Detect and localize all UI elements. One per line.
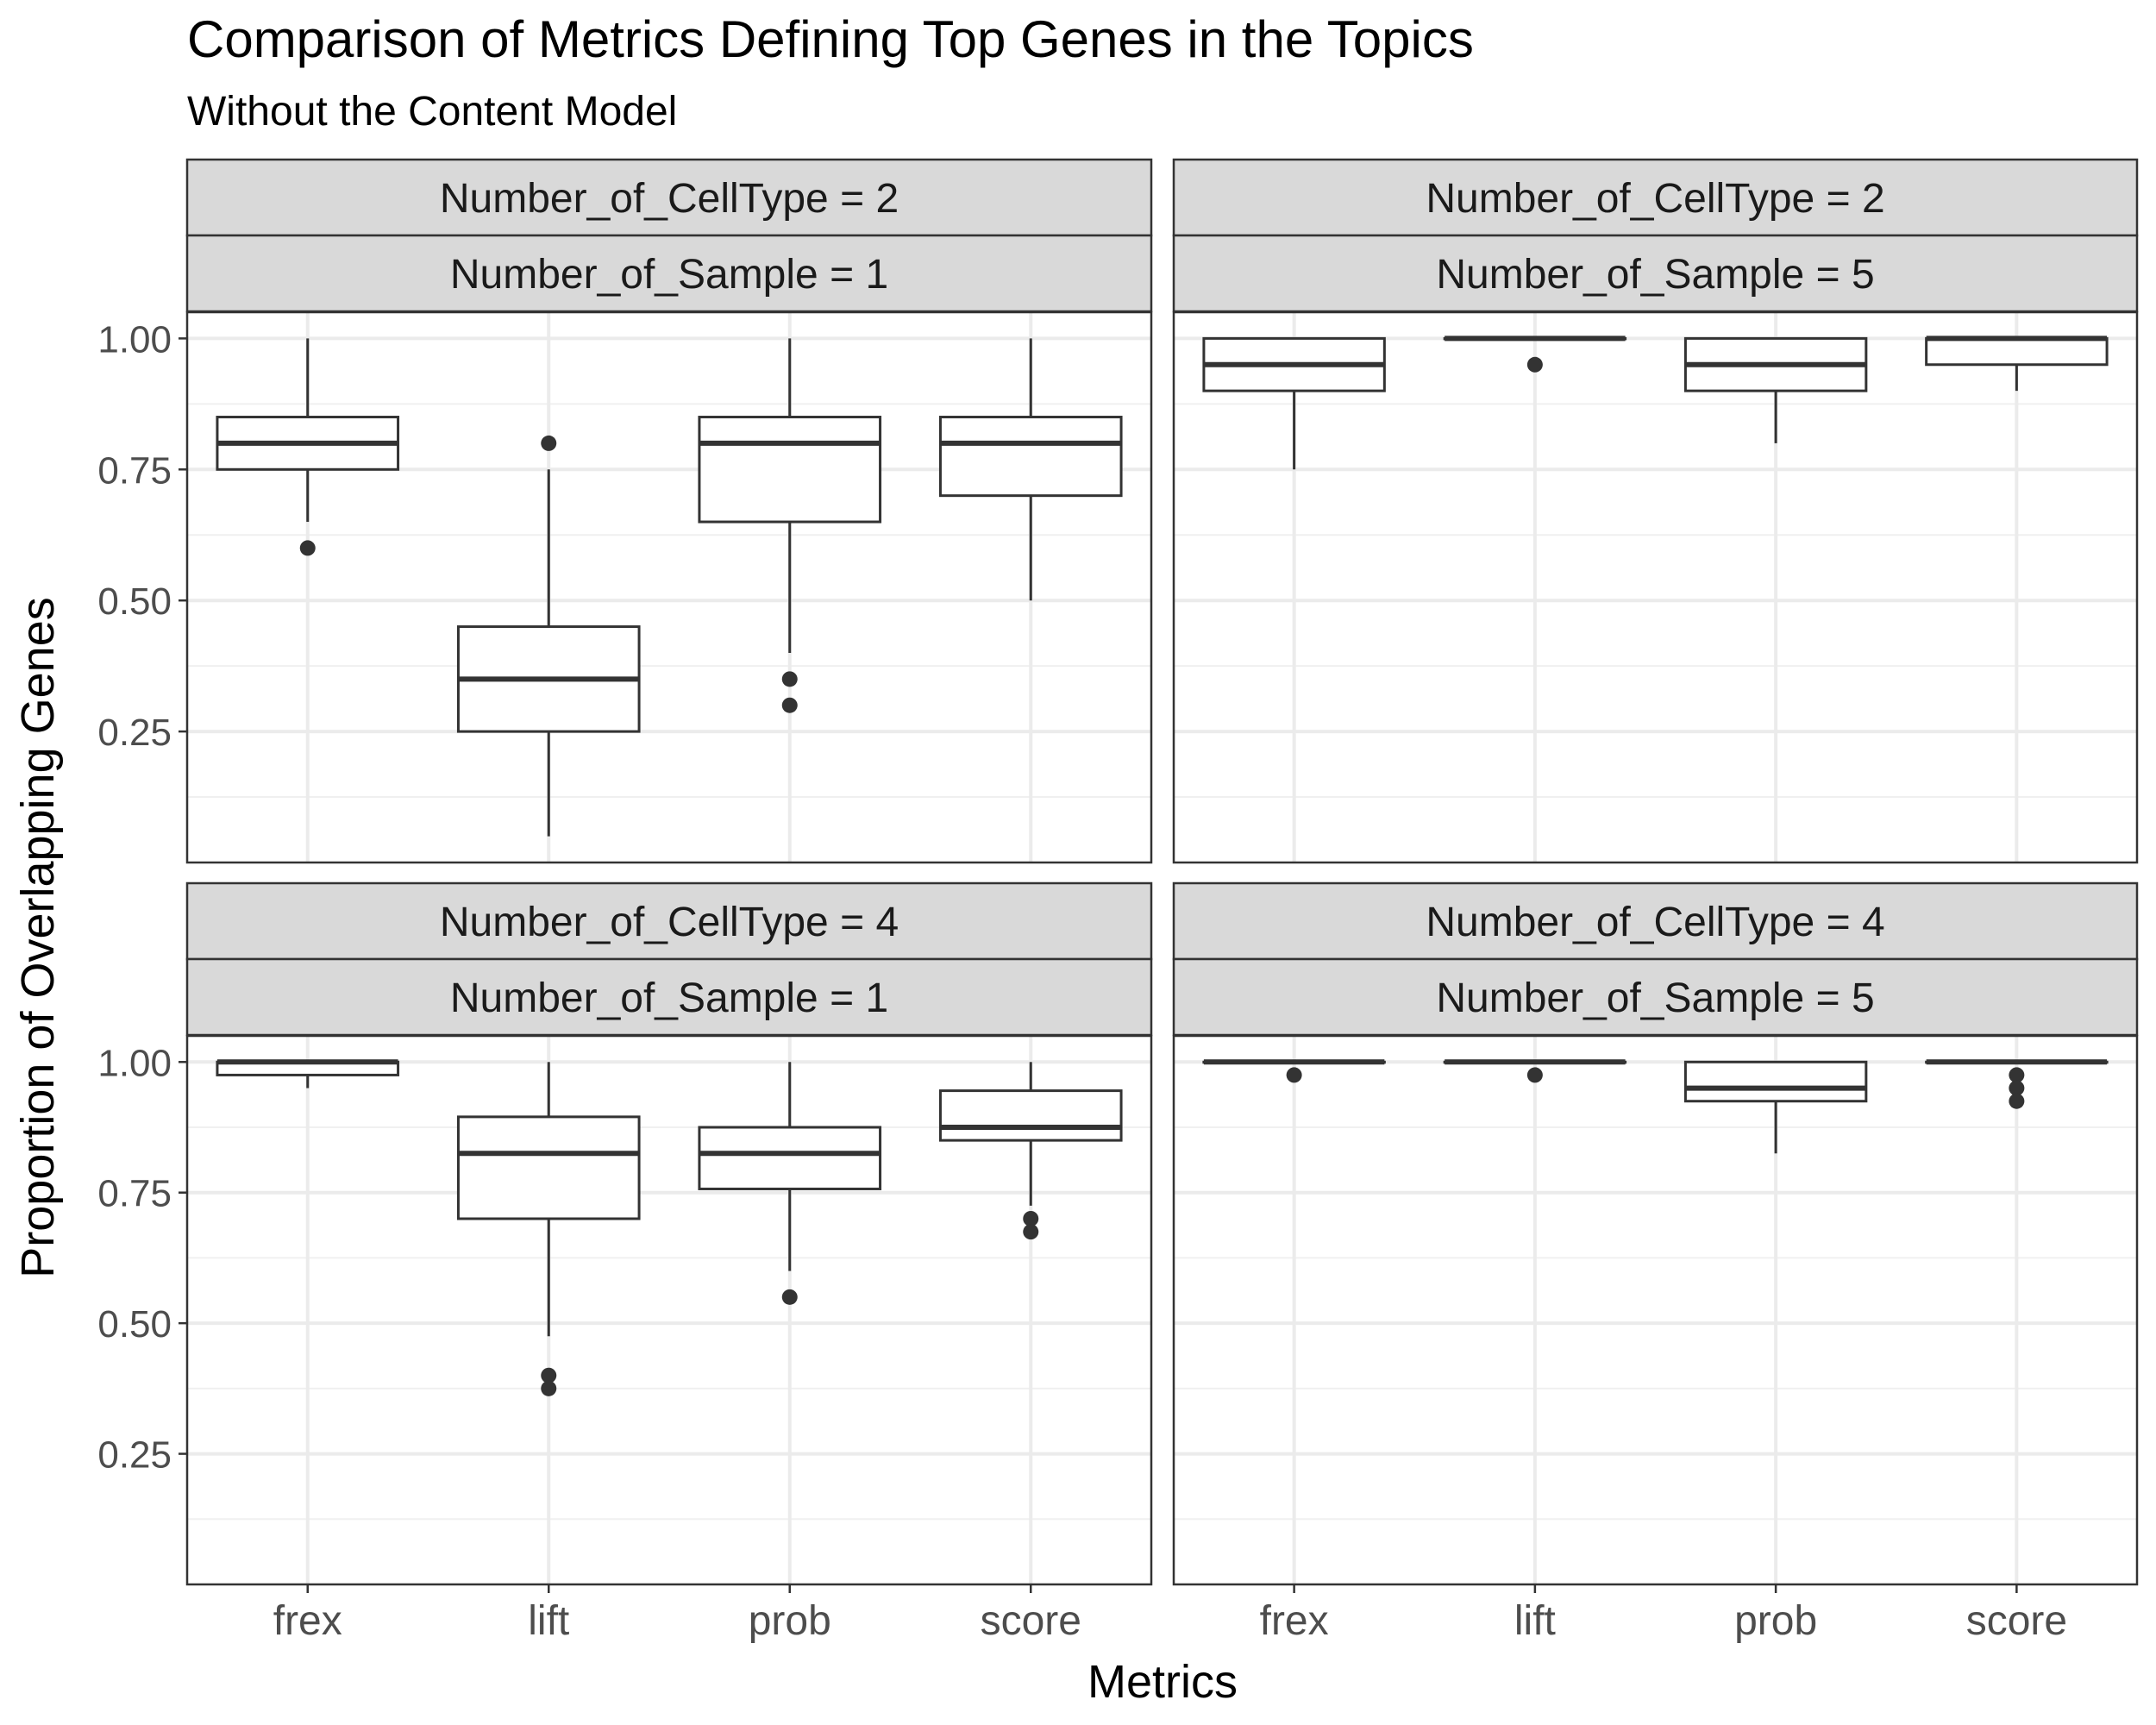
- y-tick-label: 0.75: [97, 449, 172, 492]
- strip-bottom-label: Number_of_Sample = 5: [1436, 975, 1874, 1021]
- x-tick-label: prob: [1734, 1598, 1817, 1644]
- outlier-point: [1526, 356, 1543, 373]
- outlier-point: [2009, 1093, 2025, 1109]
- panel-background: [1174, 312, 2137, 862]
- strip-top: [185, 158, 1153, 237]
- box-score: [1925, 1059, 2109, 1109]
- box-lift: [456, 1062, 641, 1396]
- y-tick-label: 0.50: [97, 1303, 172, 1346]
- box-prob: [1683, 336, 1868, 443]
- y-axis-title: Proportion of Overlapping Genes: [12, 597, 64, 1277]
- box-prob: [698, 1062, 882, 1305]
- y-tick-label: 0.25: [97, 1434, 172, 1477]
- y-tick-label: 0.25: [97, 712, 172, 754]
- box-iqr: [698, 416, 882, 524]
- y-tick-label: 1.00: [97, 1042, 172, 1084]
- strip-top: [185, 881, 1153, 961]
- outlier-point: [1286, 1067, 1302, 1083]
- box-iqr: [698, 1126, 882, 1190]
- box-frex: [216, 1059, 400, 1088]
- chart-subtitle: Without the Content Model: [187, 89, 677, 135]
- outlier-point: [1023, 1211, 1039, 1226]
- x-tick-label: prob: [749, 1598, 831, 1644]
- box-lift: [1443, 336, 1627, 373]
- strip-top-label: Number_of_CellType = 2: [440, 176, 899, 222]
- outlier-point: [781, 671, 798, 687]
- x-tick-label: lift: [1514, 1598, 1556, 1644]
- strip-bottom-label: Number_of_Sample = 1: [450, 975, 888, 1021]
- box-score: [1925, 336, 2109, 392]
- outlier-point: [299, 540, 316, 556]
- outlier-point: [2009, 1067, 2025, 1083]
- strip-top-label: Number_of_CellType = 4: [1426, 900, 1884, 945]
- box-iqr: [938, 416, 1123, 498]
- facet-panels: Number_of_CellType = 2 Number_of_Sample =…: [97, 158, 2139, 1644]
- box-iqr: [1925, 336, 2109, 367]
- box-prob: [1683, 1060, 1868, 1154]
- x-tick-label: lift: [528, 1598, 569, 1644]
- panel-background: [187, 312, 1151, 862]
- facet-panel: Number_of_CellType = 2 Number_of_Sample =…: [97, 158, 1153, 864]
- outlier-point: [541, 1367, 557, 1383]
- x-tick-label: score: [1966, 1598, 2067, 1644]
- y-tick-label: 0.50: [97, 580, 172, 623]
- strip-top: [1172, 881, 2139, 961]
- strip-bottom: [185, 957, 1153, 1037]
- box-iqr: [938, 1089, 1123, 1142]
- strip-bottom: [1172, 957, 2139, 1037]
- box-prob: [698, 338, 882, 713]
- box-lift: [1443, 1059, 1627, 1083]
- facet-panel: Number_of_CellType = 2 Number_of_Sample =…: [1172, 158, 2139, 864]
- outlier-point: [541, 435, 557, 451]
- strip-bottom: [185, 234, 1153, 313]
- strip-bottom: [1172, 234, 2139, 313]
- x-tick-label: score: [981, 1598, 1081, 1644]
- box-iqr: [456, 1115, 641, 1220]
- y-tick-label: 1.00: [97, 318, 172, 361]
- strip-bottom-label: Number_of_Sample = 1: [450, 252, 888, 298]
- chart-title: Comparison of Metrics Defining Top Genes…: [187, 10, 1474, 68]
- box-frex: [216, 338, 400, 556]
- panel-background: [1174, 1036, 2137, 1584]
- box-iqr: [1683, 1060, 1868, 1103]
- outlier-point: [1023, 1224, 1039, 1240]
- x-axis-title: Metrics: [1087, 1656, 1238, 1708]
- outlier-point: [1526, 1067, 1543, 1083]
- strip-top-label: Number_of_CellType = 4: [440, 900, 899, 945]
- strip-top-label: Number_of_CellType = 2: [1426, 176, 1884, 222]
- x-tick-label: frex: [1260, 1598, 1329, 1644]
- y-tick-label: 0.75: [97, 1173, 172, 1215]
- outlier-point: [541, 1380, 557, 1396]
- outlier-point: [2009, 1080, 2025, 1096]
- outlier-point: [781, 1289, 798, 1305]
- box-score: [938, 1062, 1123, 1240]
- outlier-point: [781, 697, 798, 713]
- strip-top: [1172, 158, 2139, 237]
- box-score: [938, 338, 1123, 601]
- strip-bottom-label: Number_of_Sample = 5: [1436, 252, 1874, 298]
- x-tick-label: frex: [273, 1598, 342, 1644]
- box-frex: [1202, 336, 1386, 470]
- facet-panel: Number_of_CellType = 4 Number_of_Sample =…: [1172, 881, 2139, 1644]
- box-lift: [456, 435, 641, 837]
- box-frex: [1202, 1059, 1386, 1083]
- facet-panel: Number_of_CellType = 4 Number_of_Sample =…: [97, 881, 1153, 1644]
